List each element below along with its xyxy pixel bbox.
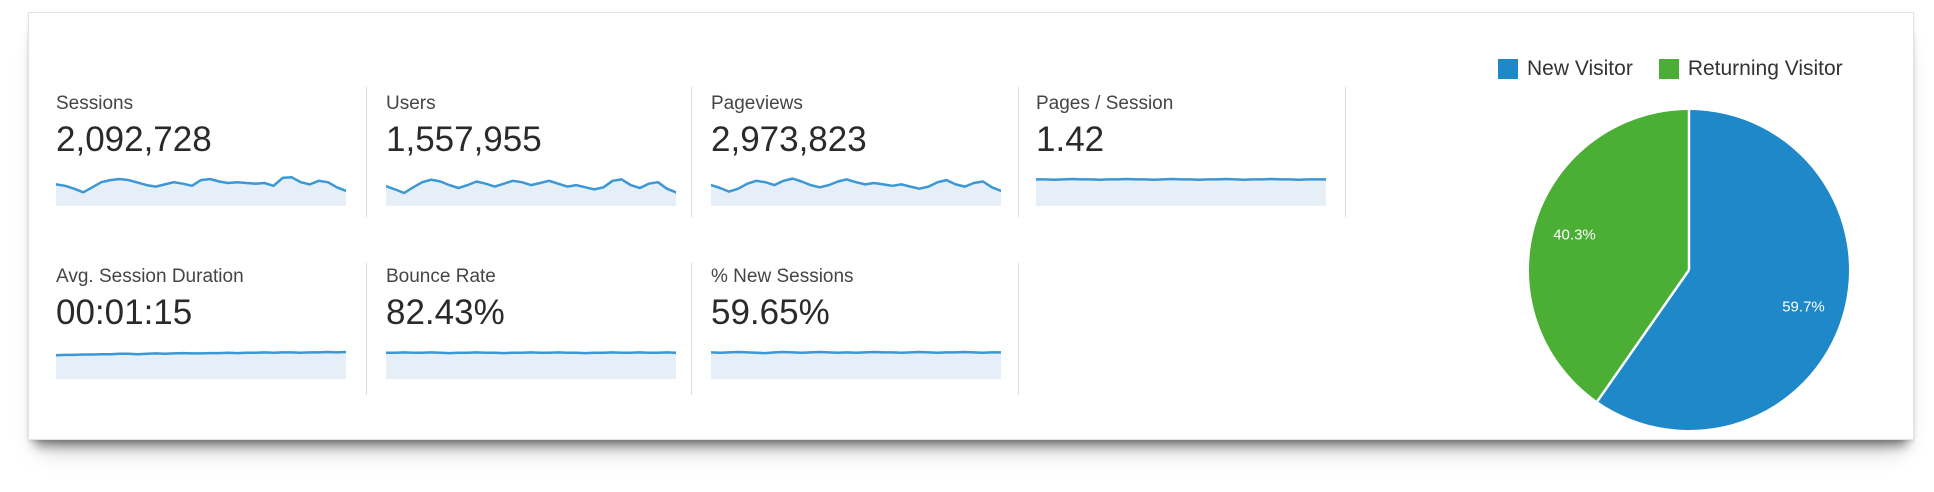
divider [366, 263, 367, 395]
metric-value: 1.42 [1036, 120, 1105, 159]
metric-sparkline [56, 350, 346, 379]
pie-slice-separator [1596, 269, 1691, 402]
legend-color-swatch-icon [1498, 59, 1518, 79]
divider [366, 87, 367, 217]
divider [1018, 263, 1019, 395]
metric-sparkline [711, 177, 1001, 206]
metric-card-pageviews[interactable]: Pageviews 2,973,823 [711, 92, 1011, 206]
metric-value: 2,092,728 [56, 120, 212, 159]
metric-value: 00:01:15 [56, 293, 193, 332]
legend-label: Returning Visitor [1687, 57, 1843, 80]
metric-sparkline [386, 178, 676, 206]
pie-slice-new-visitor[interactable] [1597, 110, 1849, 431]
metric-value: 59.65% [711, 293, 830, 332]
metric-label: % New Sessions [711, 266, 854, 287]
metric-label: Avg. Session Duration [56, 266, 244, 287]
divider [1018, 87, 1019, 217]
overview-panel: Sessions 2,092,728 Users 1,557,955 Pagev… [28, 12, 1914, 440]
metric-label: Users [386, 93, 436, 114]
metric-sparkline [56, 175, 346, 206]
metric-label: Pageviews [711, 93, 803, 114]
legend-item-returning-visitor[interactable]: Returning Visitor [1658, 57, 1843, 81]
metric-sparkline [1036, 177, 1326, 206]
metric-card-bounce-rate[interactable]: Bounce Rate 82.43% [386, 265, 686, 379]
metric-label: Sessions [56, 93, 134, 114]
legend-color-swatch-icon [1658, 59, 1679, 79]
metric-sparkline [386, 351, 676, 379]
metric-sparkline [711, 350, 1001, 379]
pie-legend: New Visitor Returning Visitor [1498, 57, 1843, 81]
pie-slice-percentage: 59.7% [1782, 298, 1825, 315]
metric-value: 2,973,823 [711, 120, 867, 159]
pie-slice-returning-visitor[interactable] [1528, 110, 1689, 402]
metric-value: 82.43% [386, 293, 505, 332]
metric-card-sessions[interactable]: Sessions 2,092,728 [56, 92, 356, 206]
divider [1345, 87, 1346, 217]
metric-card-pages-per-session[interactable]: Pages / Session 1.42 [1036, 92, 1336, 206]
metric-card-users[interactable]: Users 1,557,955 [386, 92, 686, 206]
metric-card-avg-session-duration[interactable]: Avg. Session Duration 00:01:15 [56, 265, 356, 379]
metric-card-percent-new-sessions[interactable]: % New Sessions 59.65% [711, 265, 1011, 379]
visitor-type-pie-chart[interactable]: 59.7% 40.3% [1528, 109, 1850, 431]
metric-label: Bounce Rate [386, 266, 496, 287]
metric-label: Pages / Session [1036, 93, 1174, 114]
pie-slice-percentage: 40.3% [1553, 226, 1596, 243]
metric-value: 1,557,955 [386, 120, 542, 159]
legend-item-new-visitor[interactable]: New Visitor [1498, 57, 1633, 81]
divider [691, 87, 692, 217]
divider [691, 263, 692, 395]
legend-label: New Visitor [1527, 57, 1633, 80]
